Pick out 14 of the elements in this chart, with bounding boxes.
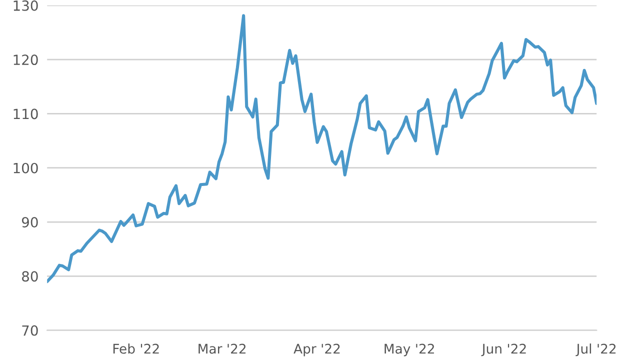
y-tick-label: 110 — [14, 108, 38, 120]
x-tick-label: Mar '22 — [198, 344, 246, 354]
x-tick-label: Apr '22 — [294, 344, 340, 356]
y-tick-label: 70 — [22, 325, 38, 336]
y-tick-label: 90 — [22, 216, 38, 228]
x-tick-label: Feb '22 — [113, 344, 159, 354]
x-tick-label: Jul '22 — [576, 344, 616, 356]
x-tick-label: May '22 — [384, 344, 434, 356]
x-tick-label: Jun '22 — [481, 344, 526, 356]
y-tick-label: 120 — [14, 54, 38, 66]
line-series — [47, 14, 597, 284]
y-tick-label: 80 — [22, 271, 38, 282]
y-tick-label: 100 — [14, 162, 38, 174]
y-tick-label: 130 — [14, 0, 38, 11]
